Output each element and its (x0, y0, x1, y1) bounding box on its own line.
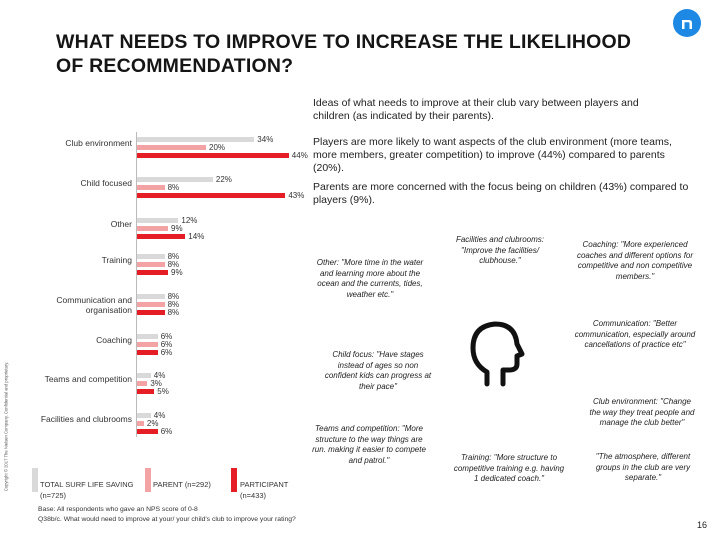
value-label-parents: 8% (167, 260, 180, 269)
value-label-savers: 8% (167, 252, 180, 261)
bar-savers (137, 254, 165, 259)
value-label-players: 6% (160, 427, 173, 436)
bar-savers (137, 294, 165, 299)
bar-savers (137, 137, 255, 142)
nielsen-logo-icon (673, 9, 701, 37)
bar-savers (137, 373, 151, 378)
value-label-players: 8% (167, 308, 180, 317)
value-label-parents: 2% (146, 419, 159, 428)
value-label-parents: 3% (150, 379, 162, 388)
value-label-savers: 12% (181, 216, 198, 225)
bar-savers (137, 218, 179, 223)
value-label-savers: 22% (215, 175, 232, 184)
bar-parents (137, 381, 148, 386)
legend-swatch-parents (145, 468, 151, 492)
category-label: Training (101, 255, 132, 265)
category-label: Coaching (96, 335, 132, 345)
value-label-parents: 8% (167, 300, 180, 309)
legend-label-players: PARTICIPANT (n=433) (240, 479, 310, 501)
quote-facilities: Facilities and clubrooms: "Improve the f… (455, 235, 545, 265)
category-label: Child focused (80, 178, 132, 188)
bar-savers (137, 334, 158, 339)
finding-club-environment: Players are more likely to want aspects … (313, 136, 672, 174)
category-label: Teams and competition (44, 374, 132, 384)
legend-savers-line1: TOTAL SURF LIFE SAVING (40, 480, 134, 489)
value-label-savers: 4% (153, 411, 166, 420)
head-silhouette-icon (470, 321, 525, 387)
legend-label-savers: TOTAL SURF LIFE SAVING (n=725) (40, 479, 140, 501)
bar-players (137, 350, 158, 355)
legend-savers-line2: (n=725) (40, 491, 67, 500)
quote-atmosphere: "The atmosphere, different groups in the… (595, 452, 691, 482)
value-label-players: 14% (188, 232, 205, 241)
bar-players (137, 153, 289, 158)
value-label-parents: 6% (160, 340, 173, 349)
quote-communication: Communication: "Better communication, es… (574, 319, 696, 349)
value-label-players: 43% (288, 191, 305, 200)
value-label-players: 6% (160, 348, 173, 357)
quote-other: Other: "More time in the water and learn… (316, 258, 424, 299)
legend-players-line1: PARTICIPANT (240, 480, 289, 489)
legend-swatch-players (231, 468, 237, 492)
legend-swatch-savers (32, 468, 38, 492)
footnote: Base: All respondents who gave an NPS sc… (38, 505, 296, 525)
quote-child-focus: Child focus: "Have stages instead of age… (324, 350, 432, 391)
bar-parents (137, 185, 165, 190)
value-label-players: 5% (157, 387, 169, 396)
page-title: WHAT NEEDS TO IMPROVE TO INCREASE THE LI… (56, 31, 632, 77)
page-number: 16 (697, 520, 708, 530)
category-label: Communication and organisation (56, 295, 132, 315)
chart-axis (136, 132, 137, 437)
legend-players-line2: (n=433) (240, 491, 267, 500)
category-label: Facilities and clubrooms (40, 414, 132, 424)
bar-savers (137, 413, 151, 418)
value-label-players: 44% (291, 151, 308, 160)
bar-players (137, 429, 158, 434)
quote-teams: Teams and competition: "More structure t… (312, 424, 426, 465)
quote-coaching: Coaching: "More experienced coaches and … (576, 240, 694, 281)
footnote-base: Base: All respondents who gave an NPS sc… (38, 506, 198, 513)
intro-text: Ideas of what needs to improve at their … (313, 97, 639, 122)
category-label: Club environment (65, 138, 132, 148)
bar-players (137, 389, 155, 394)
bar-parents (137, 421, 144, 426)
quote-training: Training: "More structure to competitive… (453, 453, 565, 483)
bar-parents (137, 226, 169, 231)
value-label-savers: 34% (257, 135, 274, 144)
bar-savers (137, 177, 213, 182)
value-label-parents: 20% (209, 143, 226, 152)
quote-club-environment: Club environment: "Change the way they t… (589, 397, 695, 427)
legend-label-parents: PARENT (n=292) (153, 480, 211, 489)
bar-parents (137, 302, 165, 307)
bar-parents (137, 262, 165, 267)
value-label-savers: 8% (167, 292, 180, 301)
value-label-parents: 8% (167, 183, 180, 192)
copyright-text: Copyright © 2017 The Nielsen Company. Co… (3, 361, 9, 492)
footnote-question: Q38b/c. What would need to improve at yo… (38, 516, 296, 523)
bar-parents (137, 342, 158, 347)
value-label-savers: 6% (160, 332, 173, 341)
value-label-parents: 9% (171, 224, 183, 233)
bar-players (137, 193, 286, 198)
finding-child-focus: Parents are more concerned with the focu… (313, 181, 689, 206)
copyright-sidebar: Copyright © 2017 The Nielsen Company. Co… (0, 330, 10, 530)
category-label: Other (110, 219, 132, 229)
bar-players (137, 270, 169, 275)
value-label-savers: 4% (153, 371, 166, 380)
bar-players (137, 234, 186, 239)
bar-parents (137, 145, 206, 150)
bar-players (137, 310, 165, 315)
value-label-players: 9% (171, 268, 183, 277)
